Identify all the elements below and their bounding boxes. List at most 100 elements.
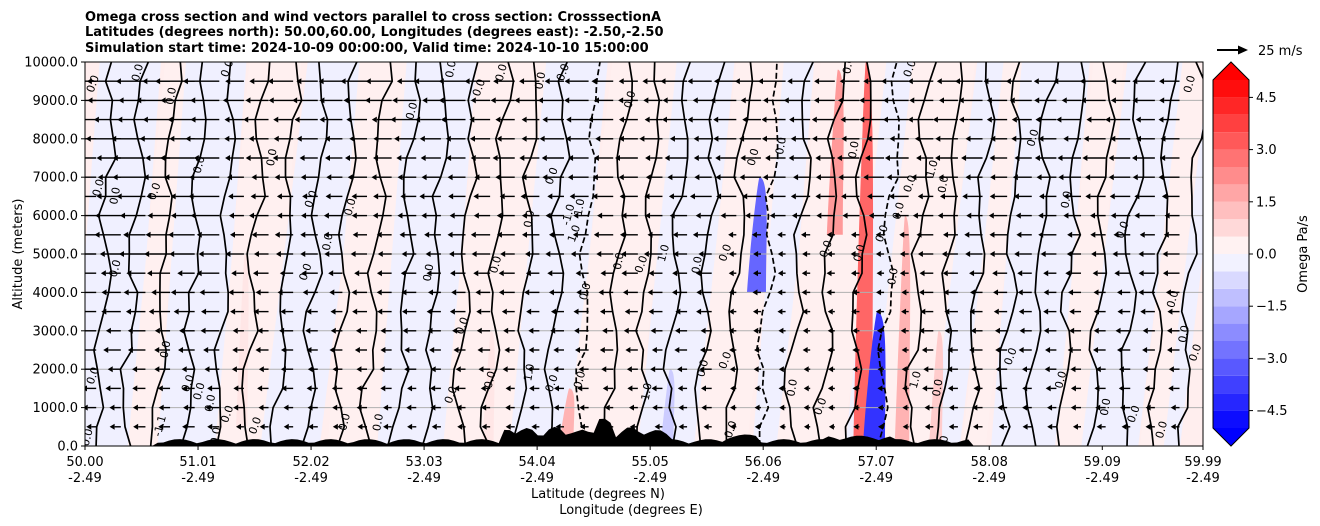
wind-vector-head bbox=[1069, 327, 1075, 334]
wind-vector-head bbox=[376, 289, 382, 296]
wind-vector-head bbox=[232, 347, 238, 353]
wind-vector-head bbox=[1082, 155, 1088, 161]
colorbar-segment bbox=[1213, 271, 1249, 289]
wind-vector-head bbox=[852, 327, 858, 334]
wind-vector-head bbox=[1040, 251, 1046, 257]
wind-vector-head bbox=[380, 327, 386, 334]
wind-vector-head bbox=[828, 404, 834, 411]
wind-vector-head bbox=[692, 231, 698, 238]
wind-vector-head bbox=[761, 135, 767, 142]
wind-vector-head bbox=[567, 174, 573, 181]
wind-vector-head bbox=[1085, 174, 1091, 181]
wind-vector-head bbox=[645, 155, 651, 161]
wind-vector-head bbox=[1142, 366, 1148, 373]
wind-vector-head bbox=[120, 212, 126, 219]
wind-vector-head bbox=[695, 270, 701, 277]
wind-vector-head bbox=[250, 193, 256, 200]
contour-label: 0.0 bbox=[1153, 420, 1170, 440]
wind-vector-head bbox=[446, 155, 452, 161]
wind-vector-head bbox=[1160, 155, 1166, 161]
wind-vector-head bbox=[492, 155, 498, 161]
wind-vector-head bbox=[281, 347, 287, 353]
wind-vector-head bbox=[578, 366, 584, 373]
wind-vector-head bbox=[1142, 327, 1148, 334]
wind-vector-head bbox=[840, 116, 846, 123]
contour-line bbox=[844, 62, 872, 446]
wind-vector-head bbox=[1014, 251, 1020, 257]
wind-vector-head bbox=[275, 251, 281, 257]
wind-vector-head bbox=[296, 135, 302, 142]
wind-vector-head bbox=[537, 97, 543, 104]
wind-vector-head bbox=[827, 308, 833, 315]
wind-vector-head bbox=[621, 251, 627, 257]
wind-vector-head bbox=[476, 327, 482, 334]
wind-vector-head bbox=[1167, 308, 1173, 315]
wind-vector-head bbox=[454, 385, 460, 392]
wind-vector-head bbox=[1093, 347, 1099, 353]
wind-vector-head bbox=[778, 347, 784, 353]
wind-vector-head bbox=[228, 289, 234, 296]
wind-vector-head bbox=[693, 155, 699, 161]
wind-vector-head bbox=[420, 155, 426, 161]
wind-vector-head bbox=[279, 270, 285, 277]
wind-vector-head bbox=[863, 174, 869, 181]
wind-vector-head bbox=[779, 423, 785, 430]
wind-vector-head bbox=[1095, 366, 1101, 373]
wind-vector-head bbox=[470, 155, 476, 161]
wind-vector-head bbox=[185, 135, 191, 142]
wind-vector-head bbox=[85, 135, 91, 142]
contour-label: 0.0 bbox=[246, 415, 264, 436]
wind-vector-head bbox=[450, 270, 456, 277]
wind-vector-head bbox=[356, 366, 362, 373]
wind-vector-head bbox=[911, 174, 917, 181]
wind-vector-head bbox=[619, 193, 625, 200]
vector-key-label: 25 m/s bbox=[1258, 44, 1303, 59]
wind-vector-head bbox=[1015, 212, 1021, 219]
wind-vector-head bbox=[452, 327, 458, 334]
wind-vector-head bbox=[1095, 404, 1101, 411]
wind-vector-head bbox=[949, 404, 955, 411]
wind-vector-head bbox=[276, 193, 282, 200]
wind-vector-head bbox=[668, 193, 674, 200]
wind-vector-head bbox=[752, 270, 758, 277]
omega-shaded-feature bbox=[235, 254, 249, 427]
wind-vector-head bbox=[205, 404, 211, 411]
wind-vector-head bbox=[777, 251, 783, 257]
wind-vector-head bbox=[1168, 385, 1174, 392]
wind-vector-head bbox=[1158, 116, 1164, 123]
wind-vector-head bbox=[1093, 327, 1099, 334]
wind-vector-head bbox=[1033, 78, 1039, 85]
x-tick-label-lat: 51.01 bbox=[179, 455, 216, 470]
wind-vector-head bbox=[815, 155, 821, 161]
wind-vector-head bbox=[471, 251, 477, 257]
contour-label: 0.0 bbox=[611, 251, 627, 270]
wind-vector-head bbox=[728, 270, 734, 277]
wind-vector-head bbox=[1070, 385, 1076, 392]
wind-vector-head bbox=[916, 231, 922, 238]
wind-vector-head bbox=[127, 327, 133, 334]
wind-vector-head bbox=[1043, 270, 1049, 277]
wind-vector-head bbox=[777, 231, 783, 238]
contour-label: 0.0 bbox=[1181, 74, 1198, 94]
contour-label: 0.0 bbox=[442, 384, 460, 405]
wind-vector-head bbox=[863, 78, 869, 85]
wind-vector-head bbox=[550, 308, 556, 315]
wind-vector-head bbox=[499, 193, 505, 200]
wind-vector-head bbox=[877, 366, 883, 373]
wind-vector-head bbox=[1067, 231, 1073, 238]
colorbar-segment bbox=[1213, 219, 1249, 237]
wind-vector-head bbox=[196, 270, 202, 277]
wind-vector-head bbox=[430, 385, 436, 392]
wind-vector-head bbox=[762, 174, 768, 181]
wind-vector-head bbox=[542, 116, 548, 123]
wind-vector-head bbox=[330, 308, 336, 315]
wind-vector-head bbox=[318, 78, 324, 85]
wind-vector-head bbox=[207, 385, 213, 392]
contour-label: 0.0 bbox=[470, 77, 488, 98]
contour-line-negative bbox=[877, 62, 900, 446]
wind-vector-head bbox=[917, 193, 923, 200]
wind-vector-head bbox=[541, 155, 547, 161]
wind-vector-head bbox=[498, 270, 504, 277]
wind-vector-head bbox=[648, 270, 654, 277]
wind-vector-head bbox=[105, 385, 111, 392]
